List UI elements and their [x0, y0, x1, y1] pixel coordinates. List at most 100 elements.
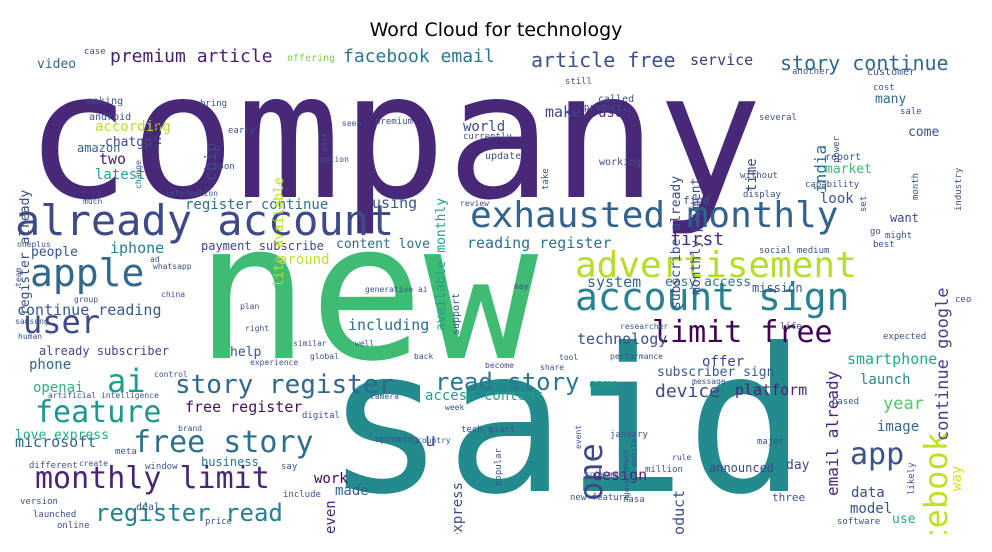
word-data: data [851, 485, 885, 501]
word-window: window [145, 462, 178, 472]
word-tech-giant: tech giant [461, 425, 516, 435]
word-consumer: consumer [585, 470, 624, 479]
word-according: according [95, 119, 171, 135]
word-oneplus: oneplus [17, 240, 51, 249]
word-without: without [740, 171, 778, 181]
word-already-account: already account [15, 196, 395, 245]
word-device: device [655, 381, 721, 402]
word-seen: seen [342, 119, 362, 128]
word-price: price [205, 517, 233, 527]
word-whatsapp: whatsapp [153, 262, 192, 271]
word-another: another [792, 67, 830, 77]
word-limit-free: limit free [652, 315, 833, 350]
word-app: app [850, 437, 905, 472]
word-likely: likely [907, 462, 917, 496]
word-upcoming: upcoming [375, 435, 419, 445]
word-based: based [832, 397, 860, 407]
word-working: working [599, 157, 642, 168]
word-two: two [99, 150, 127, 168]
word-become: become [485, 361, 514, 370]
word-change: change [134, 159, 143, 189]
word-amazon: amazon [77, 141, 121, 155]
word-bring: bring [200, 99, 228, 109]
word-team: team [15, 267, 23, 288]
word-business: business [201, 455, 259, 469]
word-create: create [79, 459, 108, 468]
word-work: work [314, 471, 348, 487]
word-read-story: read story [435, 368, 580, 396]
word-nasa: nasa [623, 495, 645, 505]
word-camera: camera [370, 392, 399, 401]
word-lite-available: lite available [272, 177, 287, 288]
word-include: include [283, 490, 321, 500]
word-user: user [23, 303, 101, 341]
word-offering: offering [287, 53, 336, 64]
word-mobile: mobile [630, 437, 639, 467]
word-facebook-email: facebook email [343, 48, 495, 67]
word-right: right [245, 324, 270, 333]
word-reading-register: reading register [467, 234, 612, 252]
chart-title: Word Cloud for technology [369, 19, 623, 41]
word-message: message [692, 377, 726, 386]
word-best: best [873, 240, 895, 250]
word-video: video [37, 57, 77, 72]
word-need: need [150, 113, 165, 146]
word-information: information [165, 189, 218, 198]
word-moon: moon [213, 162, 235, 172]
word-display: display [743, 190, 781, 200]
word-launched: launched [33, 510, 77, 520]
word-mission: mission [752, 281, 803, 295]
word-year: year [883, 394, 924, 414]
word-find: find [683, 194, 710, 207]
word-similar: similar [293, 339, 327, 348]
word-new-feature: new feature [570, 493, 630, 503]
word-openai: openai [33, 380, 84, 396]
word-ai: ai [107, 362, 146, 400]
word-email-already: email already [823, 370, 842, 496]
word-customer: customer [867, 67, 916, 78]
word-social-medium: social medium [759, 246, 830, 256]
word-deal: deal [136, 502, 161, 513]
word-chatgpt: chatgpt [105, 135, 160, 150]
word-china: china [161, 290, 186, 299]
word-people: people [31, 245, 78, 260]
word-available-monthly: available monthly [434, 197, 449, 331]
word-help: help [230, 345, 262, 360]
word-easy-access: easy access [665, 275, 752, 290]
word-model: model [850, 501, 893, 517]
word-subscribe-already: subscribe already [669, 175, 684, 309]
word-android: android [89, 112, 132, 123]
word-sale: sale [900, 107, 922, 117]
word-plan: plan [240, 302, 260, 311]
word-way: way [949, 465, 965, 492]
word-take: take [541, 167, 551, 190]
word-register-already: register already [18, 189, 33, 315]
word-version: version [20, 497, 58, 507]
word-company: company [25, 48, 763, 239]
word-million: million [645, 465, 683, 475]
word-different: different [29, 461, 78, 471]
word-story-register: story register [175, 370, 395, 400]
word-including: including [348, 316, 430, 334]
word-announced: announced [709, 461, 775, 475]
word-expected: expected [883, 332, 927, 342]
word-might: might [885, 231, 913, 241]
word-major: major [757, 437, 785, 447]
word-payment-subscribe: payment subscribe [201, 239, 324, 253]
word-go: go [870, 227, 881, 237]
word-smartphone: smartphone [847, 350, 938, 368]
word-look: look [820, 191, 854, 207]
word-ad: ad [150, 255, 160, 264]
word-may: may [514, 282, 529, 291]
word-premium-article: premium article [110, 48, 273, 67]
word-control: control [154, 370, 188, 379]
word-event: event [574, 424, 583, 449]
word-day: day [786, 458, 810, 473]
word-set: set [859, 195, 869, 213]
word-generative-ai: generative ai [365, 285, 428, 294]
word-software: software [837, 517, 881, 527]
word-performance: performance [610, 352, 663, 361]
word-experience: experience [250, 358, 299, 367]
word-express: express [450, 481, 466, 534]
word-u: u [425, 430, 436, 451]
